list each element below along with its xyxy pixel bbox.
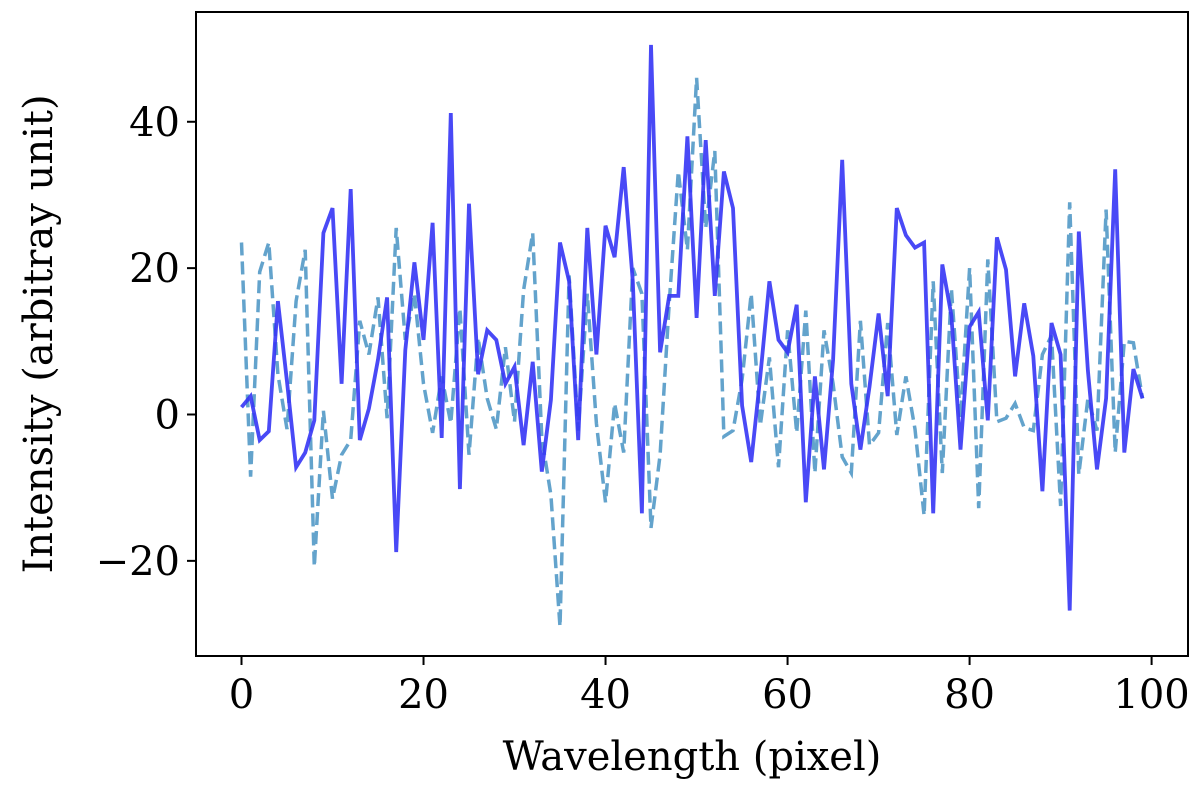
y-tick-label: 20 <box>129 246 180 292</box>
series-layer <box>239 44 1145 627</box>
y-tick-label: 0 <box>155 393 180 439</box>
series-line-dashed <box>239 77 1145 627</box>
x-tick-label: 100 <box>1113 672 1189 718</box>
x-tick-label: 20 <box>398 672 449 718</box>
y-tick-label: 40 <box>129 100 180 146</box>
x-tick-label: 80 <box>944 672 995 718</box>
y-tick-label: −20 <box>96 539 180 585</box>
y-axis-title: Intensity (arbitray unit) <box>16 94 62 573</box>
plot-frame <box>195 11 1189 657</box>
y-axis-ticks: −20 0 20 40 <box>96 100 196 585</box>
series-line-solid <box>240 44 1145 611</box>
x-tick-label: 60 <box>762 672 813 718</box>
x-tick-label: 40 <box>580 672 631 718</box>
x-tick-label: 0 <box>229 672 254 718</box>
x-axis-title: Wavelength (pixel) <box>503 734 882 780</box>
x-axis-ticks: 0 20 40 60 80 100 <box>229 656 1190 718</box>
